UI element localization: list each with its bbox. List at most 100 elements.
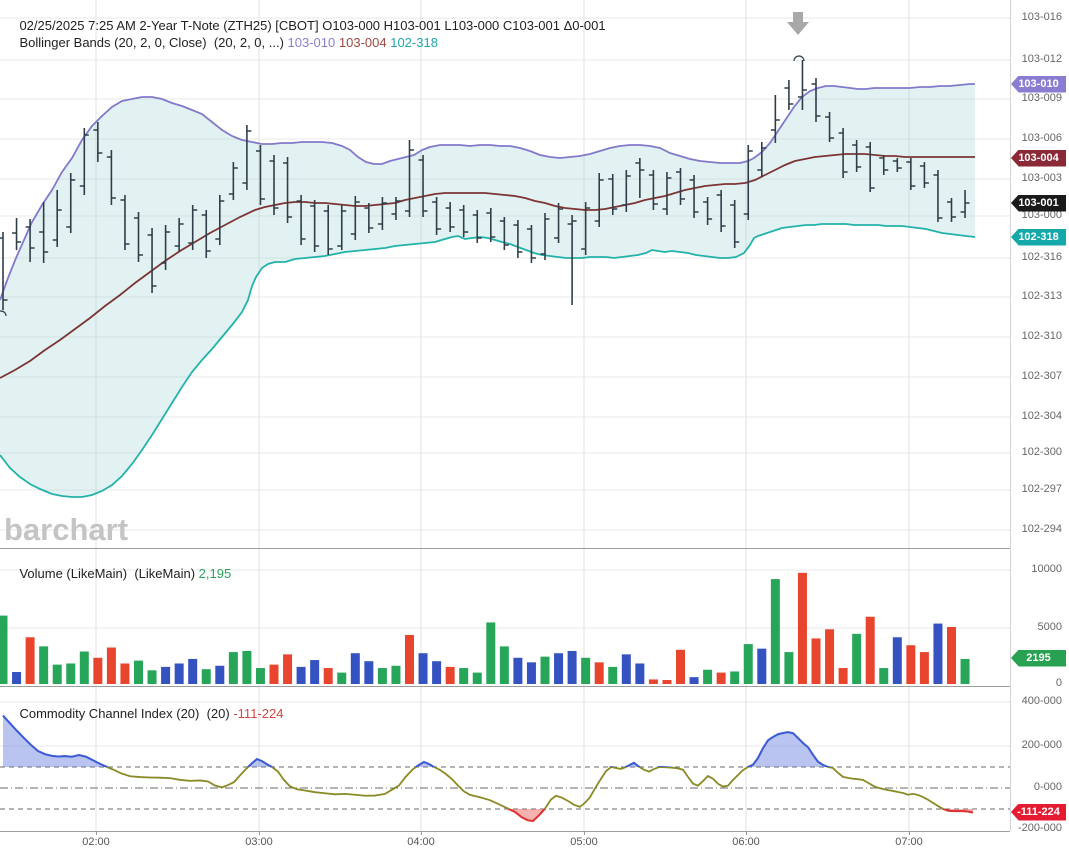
volume-label: Volume (LikeMain) (LikeMain) — [19, 566, 199, 581]
cci-overbought-region — [2, 714, 973, 767]
ohlc-bar — [933, 170, 943, 222]
bollinger-lower-line — [0, 223, 976, 498]
volume-bar — [676, 649, 685, 684]
down-arrow-marker[interactable] — [787, 12, 809, 35]
price-axis-label: 103-003 — [1021, 172, 1062, 184]
volume-bar — [703, 669, 713, 684]
ohlc-bar — [784, 80, 794, 110]
ohlc-bar — [838, 128, 848, 178]
volume-bar — [879, 668, 889, 684]
bollinger-fill — [0, 84, 975, 497]
volume-bar — [93, 657, 103, 684]
arc-marker — [0, 310, 7, 317]
time-tick — [259, 831, 260, 835]
ohlc-bar — [730, 200, 740, 248]
cci-axis-label: 0-000 — [1033, 781, 1062, 793]
ohlc-bar — [147, 228, 157, 293]
volume-bar — [608, 666, 618, 684]
ohlc-bar — [323, 205, 333, 255]
ohlc-bar — [255, 145, 265, 205]
bb-upper-badge: 103-010 — [1011, 75, 1066, 93]
time-axis-label: 06:00 — [732, 836, 760, 848]
volume-bar — [147, 670, 157, 684]
volume-bar — [25, 637, 35, 684]
volume-bar — [39, 646, 49, 684]
ohlc-bar — [201, 210, 211, 258]
cci-chart[interactable] — [0, 687, 1010, 831]
ohlc-bar — [296, 195, 306, 245]
volume-bar — [621, 654, 631, 684]
bollinger-label: Bollinger Bands (20, 2, 0, Close) (20, 2… — [19, 35, 288, 50]
time-axis-line — [0, 831, 1010, 832]
time-axis-label: 05:00 — [570, 836, 598, 848]
ohlc-bar — [350, 196, 360, 240]
study-title[interactable]: Bollinger Bands (20, 2, 0, Close) (20, 2… — [5, 20, 438, 65]
volume-badge: 2195 — [1011, 649, 1066, 667]
ohlc-bar — [459, 205, 469, 237]
ohlc-bar — [188, 205, 198, 250]
time-tick — [584, 831, 585, 835]
ohlc-bar — [405, 140, 414, 217]
ohlc-bar — [879, 155, 889, 175]
price-axis-label: 102-313 — [1021, 290, 1062, 302]
volume-bar — [581, 657, 591, 684]
volume-bar — [865, 616, 875, 684]
ohlc-bar — [120, 195, 130, 250]
volume-bar — [323, 668, 333, 684]
volume-bar — [106, 647, 116, 684]
volume-chart[interactable] — [0, 549, 1010, 686]
time-axis-label: 03:00 — [245, 836, 273, 848]
cci-value: -111-224 — [233, 706, 284, 721]
price-axis-label: 102-307 — [1021, 370, 1062, 382]
ohlc-bar — [662, 172, 672, 215]
volume-bar — [337, 672, 347, 684]
bb-lower-badge: 102-318 — [1011, 228, 1066, 246]
volume-bar — [784, 652, 794, 684]
volume-bar — [66, 663, 76, 684]
volume-bar — [811, 638, 821, 684]
ohlc-bar — [703, 197, 713, 225]
ohlc-bar — [865, 142, 875, 192]
ohlc-bar — [228, 162, 238, 200]
volume-bar — [283, 654, 293, 684]
bb-lower-value: 102-318 — [390, 35, 438, 50]
volume-bar — [743, 644, 753, 684]
volume-bar — [526, 662, 536, 684]
time-tick — [909, 831, 910, 835]
ohlc-bar — [93, 122, 103, 162]
panel-divider-cci[interactable] — [0, 686, 1010, 687]
ohlc-bar — [608, 174, 618, 215]
bollinger-middle-line — [0, 153, 975, 379]
volume-bar — [174, 663, 184, 684]
main-price-chart[interactable] — [0, 0, 1010, 548]
price-axis-label: 102-300 — [1021, 446, 1062, 458]
ohlc-bar — [269, 155, 279, 215]
ohlc-bar — [635, 158, 645, 198]
price-axis-label: 103-012 — [1021, 53, 1062, 65]
volume-bar — [825, 629, 835, 684]
volume-bar — [662, 680, 672, 684]
ohlc-bar — [743, 145, 753, 220]
cci-title[interactable]: Commodity Channel Index (20) (20) -111-2… — [5, 691, 283, 736]
volume-bar — [852, 633, 862, 684]
volume-bar — [242, 650, 252, 684]
bb-middle-value: 103-004 — [338, 35, 387, 50]
volume-bar — [445, 666, 455, 684]
ohlc-bar — [676, 168, 685, 205]
volume-bar — [960, 658, 970, 684]
ohlc-bar — [513, 220, 523, 258]
volume-bar — [296, 666, 306, 684]
arc-marker — [793, 55, 805, 62]
volume-bar — [215, 665, 225, 684]
panel-divider-volume[interactable] — [0, 548, 1010, 549]
volume-bar — [919, 652, 929, 684]
ohlc-bar — [106, 150, 116, 205]
price-axis-label: 103-006 — [1021, 132, 1062, 144]
ohlc-bar — [825, 112, 835, 142]
time-tick — [421, 831, 422, 835]
volume-title[interactable]: Volume (LikeMain) (LikeMain) 2,195 — [5, 551, 231, 596]
ohlc-bar — [716, 190, 726, 232]
volume-bar — [391, 665, 401, 684]
price-axis-label: 103-009 — [1021, 92, 1062, 104]
volume-bar — [377, 668, 387, 684]
